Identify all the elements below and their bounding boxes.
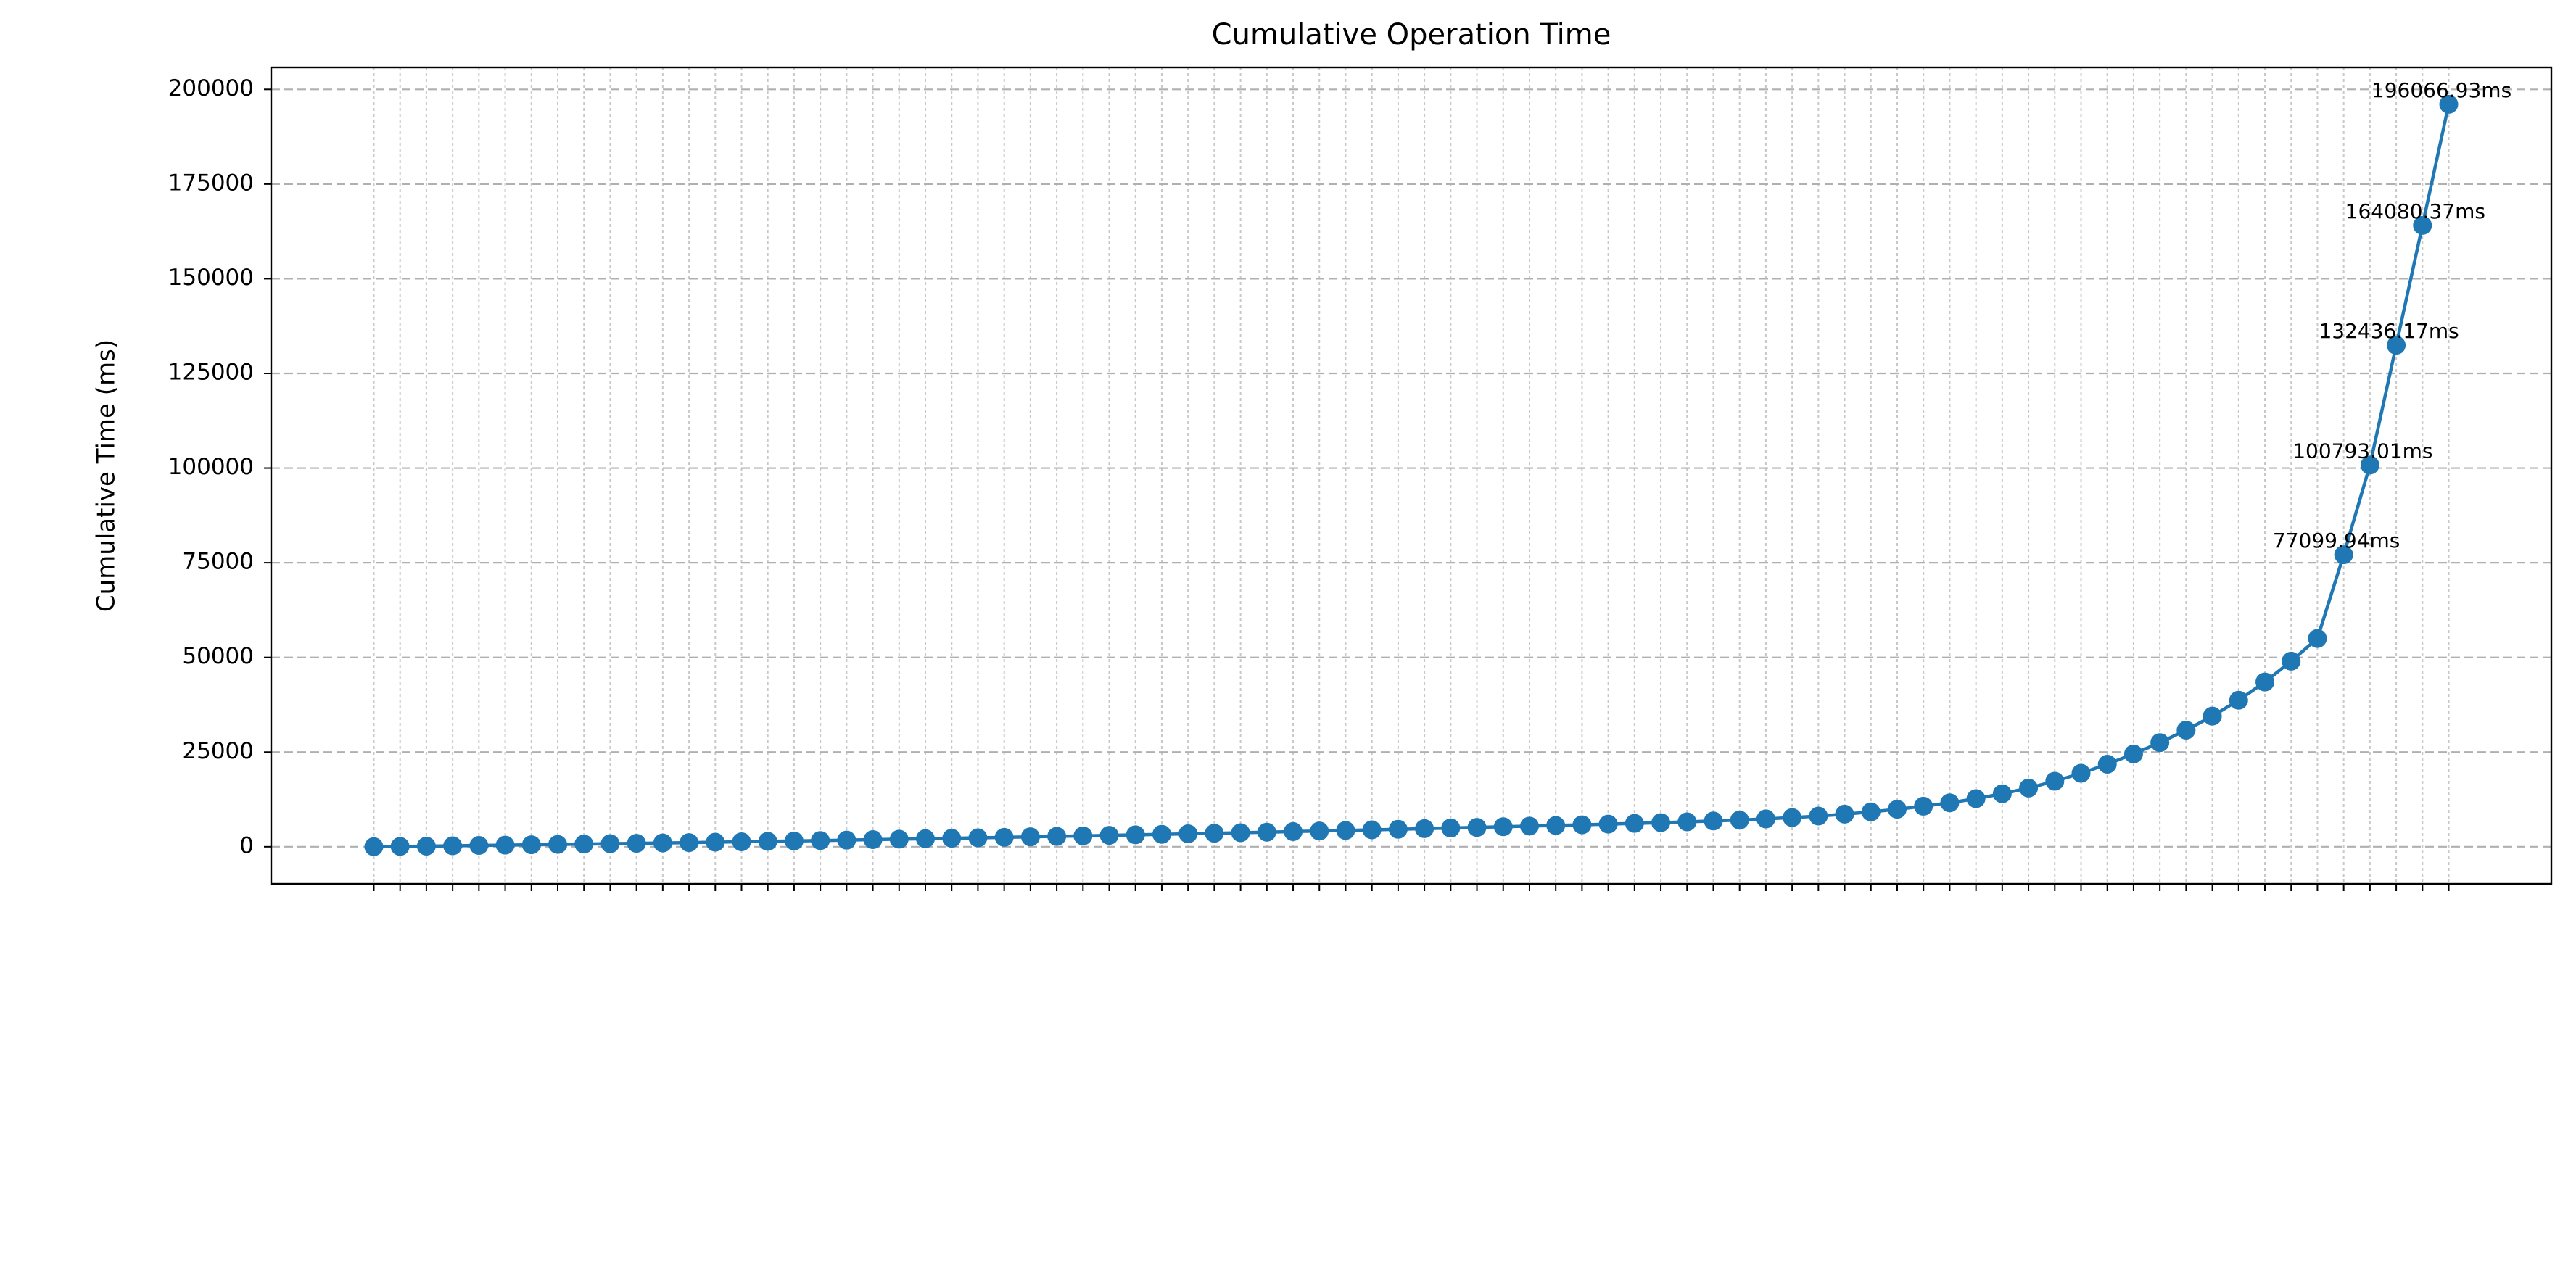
point xyxy=(2413,215,2432,235)
point xyxy=(1336,821,1355,840)
y-axis-label: Cumulative Time (ms) xyxy=(92,339,121,612)
point xyxy=(1493,817,1513,837)
point xyxy=(1073,826,1093,845)
point xyxy=(1388,819,1408,839)
y-tick-label: 0 xyxy=(239,832,254,858)
point xyxy=(1835,804,1854,824)
point xyxy=(443,836,463,856)
point xyxy=(2229,690,2248,710)
point xyxy=(1730,810,1749,829)
point xyxy=(627,834,646,853)
point xyxy=(1519,816,1539,836)
point xyxy=(1756,809,1775,829)
value-label: 132436.17ms xyxy=(2319,319,2459,343)
point xyxy=(390,837,410,856)
point xyxy=(2071,763,2091,783)
value-label: 164080.37ms xyxy=(2345,199,2485,223)
point xyxy=(758,832,777,851)
point xyxy=(2045,771,2065,791)
point xyxy=(1126,825,1145,845)
point xyxy=(1047,827,1067,846)
point xyxy=(416,836,436,856)
point xyxy=(1284,821,1303,841)
point xyxy=(1598,814,1618,834)
value-label: 77099.94ms xyxy=(2273,529,2400,552)
point xyxy=(1441,819,1461,838)
y-tick-label: 175000 xyxy=(168,170,254,196)
point xyxy=(2387,336,2406,355)
point xyxy=(889,829,909,849)
plot-frame xyxy=(270,66,2553,885)
point xyxy=(1992,784,2012,803)
point xyxy=(548,835,567,854)
point xyxy=(1020,827,1040,847)
point xyxy=(811,831,830,850)
series-line xyxy=(373,104,2451,849)
point xyxy=(2334,545,2353,565)
point xyxy=(916,829,936,848)
point xyxy=(1651,813,1671,832)
point xyxy=(653,833,672,853)
point xyxy=(1152,824,1171,844)
point xyxy=(1231,823,1250,843)
y-tick-label: 200000 xyxy=(168,75,254,102)
point xyxy=(2150,733,2170,753)
point xyxy=(495,835,515,855)
point xyxy=(1205,824,1224,843)
point xyxy=(1783,808,1802,827)
point xyxy=(784,831,804,850)
point xyxy=(2255,672,2275,692)
point xyxy=(994,827,1014,847)
y-tick-label: 25000 xyxy=(182,738,254,764)
point xyxy=(2360,455,2379,475)
point xyxy=(1677,812,1697,832)
point xyxy=(2203,706,2222,726)
point xyxy=(1861,802,1881,821)
y-tick-label: 75000 xyxy=(182,549,254,575)
value-label: 100793.01ms xyxy=(2292,439,2432,463)
point xyxy=(574,835,594,854)
point xyxy=(1704,811,1723,831)
point xyxy=(2176,720,2196,740)
point xyxy=(1940,793,1960,813)
point xyxy=(1362,820,1382,840)
point xyxy=(2439,94,2459,114)
point xyxy=(521,835,541,855)
point xyxy=(469,836,489,856)
point xyxy=(1467,818,1487,837)
point xyxy=(600,834,620,853)
point xyxy=(1257,822,1276,842)
point xyxy=(2123,744,2143,763)
point xyxy=(1625,814,1644,833)
point xyxy=(1914,796,1933,816)
point xyxy=(2097,754,2117,774)
point xyxy=(1966,789,1986,808)
point xyxy=(863,830,883,850)
point xyxy=(706,832,725,852)
point xyxy=(680,833,699,853)
point xyxy=(942,829,962,848)
point xyxy=(1546,816,1566,835)
point xyxy=(2282,651,2301,671)
y-tick-label: 50000 xyxy=(182,643,254,669)
point xyxy=(1310,821,1329,841)
y-tick-label: 100000 xyxy=(168,454,254,480)
point xyxy=(732,832,751,851)
value-label: 196066.93ms xyxy=(2371,78,2511,102)
point xyxy=(968,828,988,848)
point xyxy=(1178,824,1198,843)
point xyxy=(1099,826,1119,845)
point xyxy=(2019,778,2039,798)
point xyxy=(837,830,856,850)
point xyxy=(1809,806,1828,826)
point xyxy=(2308,629,2327,648)
point xyxy=(1415,819,1434,838)
point xyxy=(1887,800,1907,819)
point xyxy=(1572,815,1592,835)
y-tick-label: 150000 xyxy=(168,265,254,291)
y-tick-label: 125000 xyxy=(168,359,254,385)
point xyxy=(364,837,384,856)
chart-title: Cumulative Operation Time xyxy=(1212,18,1611,51)
